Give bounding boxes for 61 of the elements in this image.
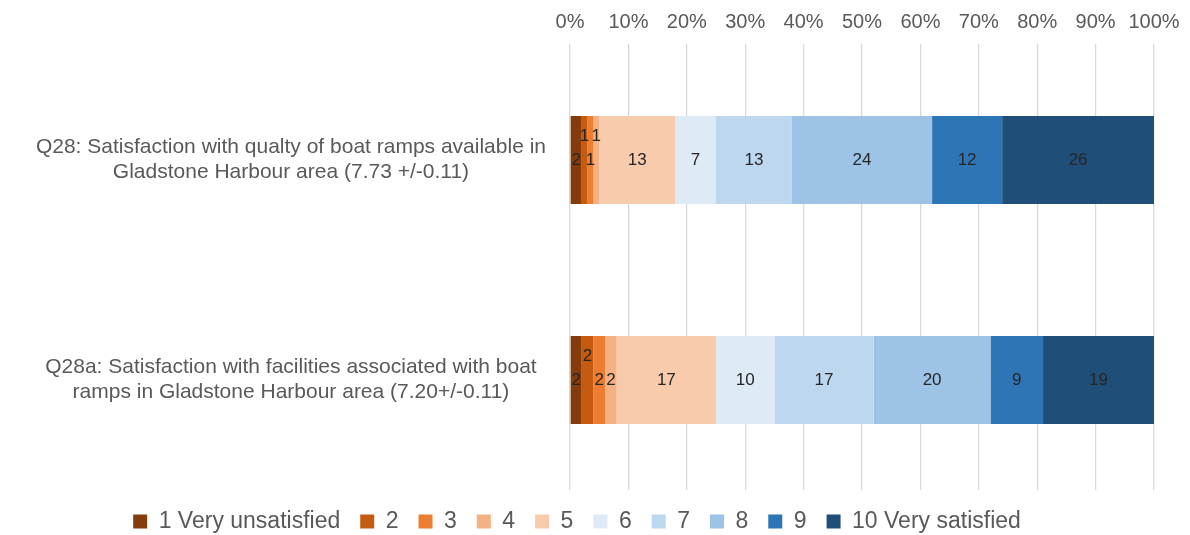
x-tick-label: 20% [666, 9, 708, 32]
legend-label: 6 [618, 506, 632, 533]
data-label: 2 [606, 369, 616, 389]
x-tick-label: 30% [725, 9, 766, 32]
bar [570, 336, 582, 424]
legend-label: 9 [793, 506, 807, 533]
bar [873, 336, 991, 424]
data-label: 13 [744, 149, 764, 169]
x-tick-label: 50% [841, 9, 883, 32]
legend-label: 1 Very unsatisfied [158, 506, 341, 533]
bar [990, 336, 1044, 424]
legend-label: 10 Very satisfied [852, 506, 1021, 533]
bar [581, 116, 588, 204]
data-label: 7 [690, 149, 701, 169]
data-label: 2 [582, 345, 593, 365]
bar [570, 116, 582, 204]
legend-label: 7 [677, 506, 690, 533]
bar [932, 116, 1003, 204]
data-label: 19 [1089, 369, 1108, 389]
bar [593, 336, 606, 424]
legend-label: 4 [502, 506, 516, 533]
y-tick-label: Q28a: Satisfaction with facilities associated with boat ramps in Gladstone Harbour area (7.20+/-0.11) [45, 354, 537, 403]
data-label: 1 [585, 149, 596, 169]
data-label: 12 [957, 149, 977, 169]
data-label: 20 [922, 369, 942, 389]
data-label: 9 [1012, 369, 1022, 389]
legend-label: 5 [560, 506, 574, 533]
data-label: 17 [656, 369, 676, 389]
data-label: 10 [735, 369, 755, 389]
bar [716, 116, 792, 204]
bar [716, 336, 775, 424]
data-label: 2 [571, 369, 581, 389]
x-tick-label: 80% [1017, 9, 1058, 32]
x-tick-label: 90% [1075, 9, 1116, 32]
x-tick-label: 100% [1128, 9, 1180, 32]
data-label: 13 [627, 149, 647, 169]
bar [599, 116, 676, 204]
bar [774, 336, 874, 424]
x-tick-label: 70% [958, 9, 1000, 32]
data-label: 1 [579, 125, 590, 145]
bar [1043, 336, 1154, 424]
bar [605, 336, 617, 424]
x-tick-label: 40% [783, 9, 824, 32]
x-tick-label: 60% [900, 9, 941, 32]
bar [616, 336, 716, 424]
data-label: 1 [591, 125, 602, 145]
bar [1002, 116, 1154, 204]
y-tick-label: Q28: Satisfaction with qualty of boat ramps available in Gladstone Harbour area (7.73 +/-0.11) [35, 134, 547, 183]
bar [593, 116, 600, 204]
data-label: 17 [814, 369, 834, 389]
legend-label: 2 [385, 506, 399, 533]
legend-label: 8 [735, 506, 749, 533]
data-label: 26 [1068, 149, 1088, 169]
bar [791, 116, 933, 204]
x-tick-label: 10% [608, 9, 649, 32]
x-tick-label: 0% [555, 9, 585, 32]
legend-label: 3 [444, 506, 457, 533]
data-label: 24 [852, 149, 872, 169]
data-label: 2 [571, 149, 581, 169]
bar [675, 116, 716, 204]
data-label: 2 [594, 369, 604, 389]
